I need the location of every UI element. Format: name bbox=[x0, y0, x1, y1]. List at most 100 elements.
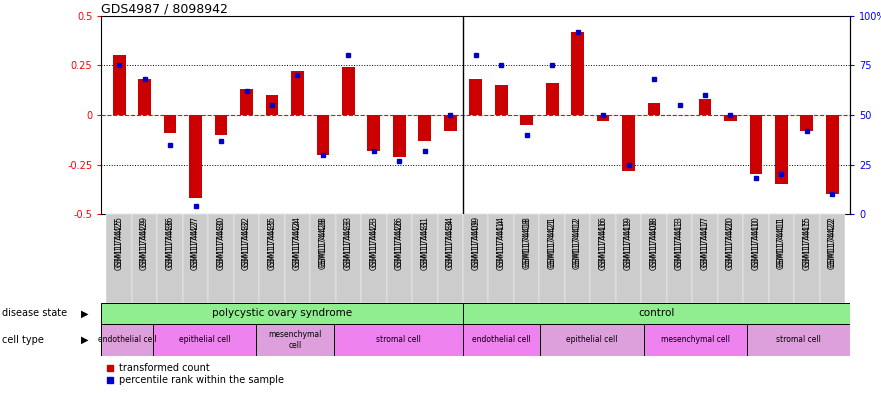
Text: GSM1174411: GSM1174411 bbox=[777, 216, 786, 267]
Text: stromal cell: stromal cell bbox=[776, 336, 821, 344]
Bar bbox=[444, 115, 456, 131]
Bar bbox=[744, 214, 768, 303]
Bar bbox=[291, 71, 304, 115]
Bar bbox=[334, 324, 463, 356]
Bar bbox=[565, 214, 590, 303]
Text: epithelial cell: epithelial cell bbox=[179, 336, 230, 344]
Text: GDS4987 / 8098942: GDS4987 / 8098942 bbox=[101, 3, 228, 16]
Text: GSM1174431: GSM1174431 bbox=[420, 219, 429, 270]
Bar bbox=[138, 79, 151, 115]
Text: GSM1174421: GSM1174421 bbox=[548, 216, 557, 267]
Text: GSM1174429: GSM1174429 bbox=[140, 219, 149, 270]
Text: GSM1174424: GSM1174424 bbox=[293, 216, 302, 267]
Bar bbox=[463, 214, 488, 303]
Bar bbox=[590, 214, 616, 303]
Bar bbox=[521, 115, 533, 125]
Bar bbox=[750, 115, 762, 174]
Bar bbox=[132, 214, 158, 303]
Bar bbox=[101, 303, 463, 324]
Bar bbox=[514, 214, 539, 303]
Bar bbox=[596, 115, 610, 121]
Text: GSM1174415: GSM1174415 bbox=[803, 219, 811, 270]
Bar bbox=[826, 115, 839, 194]
Bar bbox=[342, 67, 355, 115]
Text: GSM1174428: GSM1174428 bbox=[318, 216, 328, 267]
Text: GSM1174435: GSM1174435 bbox=[268, 216, 277, 267]
Bar bbox=[540, 324, 644, 356]
Bar bbox=[616, 214, 641, 303]
Text: control: control bbox=[639, 309, 675, 318]
Bar bbox=[794, 214, 819, 303]
Bar bbox=[189, 115, 202, 198]
Bar bbox=[495, 85, 507, 115]
Text: GSM1174425: GSM1174425 bbox=[115, 216, 123, 267]
Bar bbox=[393, 115, 405, 157]
Bar bbox=[387, 214, 412, 303]
Bar bbox=[256, 324, 334, 356]
Text: GSM1174416: GSM1174416 bbox=[598, 216, 608, 267]
Bar bbox=[310, 214, 336, 303]
Text: GSM1174435: GSM1174435 bbox=[268, 219, 277, 270]
Bar bbox=[775, 115, 788, 184]
Text: endothelial cell: endothelial cell bbox=[472, 336, 531, 344]
Text: GSM1174415: GSM1174415 bbox=[803, 216, 811, 267]
Text: GSM1174424: GSM1174424 bbox=[293, 219, 302, 270]
Bar bbox=[747, 324, 850, 356]
Bar bbox=[153, 324, 256, 356]
Bar bbox=[241, 89, 253, 115]
Bar bbox=[648, 103, 661, 115]
Text: GSM1174420: GSM1174420 bbox=[726, 216, 735, 267]
Bar bbox=[113, 55, 125, 115]
Text: GSM1174414: GSM1174414 bbox=[497, 219, 506, 270]
Bar bbox=[641, 214, 667, 303]
Text: GSM1174414: GSM1174414 bbox=[497, 216, 506, 267]
Bar bbox=[470, 79, 482, 115]
Bar bbox=[107, 214, 132, 303]
Text: GSM1174413: GSM1174413 bbox=[675, 216, 684, 267]
Text: GSM1174432: GSM1174432 bbox=[242, 219, 251, 270]
Bar bbox=[367, 115, 381, 151]
Bar bbox=[718, 214, 744, 303]
Bar bbox=[488, 214, 514, 303]
Bar bbox=[336, 214, 361, 303]
Bar bbox=[546, 83, 559, 115]
Bar bbox=[539, 214, 565, 303]
Text: GSM1174418: GSM1174418 bbox=[522, 216, 531, 267]
Text: GSM1174427: GSM1174427 bbox=[191, 219, 200, 270]
Text: GSM1174419: GSM1174419 bbox=[624, 216, 633, 267]
Text: GSM1174425: GSM1174425 bbox=[115, 219, 123, 270]
Text: GSM1174409: GSM1174409 bbox=[471, 216, 480, 267]
Bar bbox=[101, 324, 153, 356]
Text: GSM1174420: GSM1174420 bbox=[726, 219, 735, 270]
Bar bbox=[644, 324, 747, 356]
Text: mesenchymal
cell: mesenchymal cell bbox=[269, 330, 322, 350]
Bar bbox=[667, 214, 692, 303]
Text: GSM1174434: GSM1174434 bbox=[446, 216, 455, 267]
Bar bbox=[259, 214, 285, 303]
Bar bbox=[265, 95, 278, 115]
Text: GSM1174436: GSM1174436 bbox=[166, 216, 174, 267]
Text: GSM1174416: GSM1174416 bbox=[598, 219, 608, 270]
Bar bbox=[801, 115, 813, 131]
Bar bbox=[158, 214, 183, 303]
Text: GSM1174426: GSM1174426 bbox=[395, 216, 403, 267]
Bar bbox=[285, 214, 310, 303]
Text: GSM1174427: GSM1174427 bbox=[191, 216, 200, 267]
Text: polycystic ovary syndrome: polycystic ovary syndrome bbox=[212, 309, 352, 318]
Bar bbox=[571, 31, 584, 115]
Bar bbox=[418, 115, 431, 141]
Text: stromal cell: stromal cell bbox=[376, 336, 421, 344]
Bar bbox=[208, 214, 233, 303]
Bar bbox=[316, 115, 329, 154]
Text: GSM1174410: GSM1174410 bbox=[751, 219, 760, 270]
Text: GSM1174413: GSM1174413 bbox=[675, 219, 684, 270]
Text: GSM1174434: GSM1174434 bbox=[446, 219, 455, 270]
Text: cell type: cell type bbox=[2, 335, 44, 345]
Text: GSM1174417: GSM1174417 bbox=[700, 219, 709, 270]
Text: GSM1174417: GSM1174417 bbox=[700, 216, 709, 267]
Bar bbox=[724, 115, 737, 121]
Text: GSM1174428: GSM1174428 bbox=[318, 219, 328, 270]
Text: ▶: ▶ bbox=[81, 309, 89, 318]
Text: mesenchymal cell: mesenchymal cell bbox=[661, 336, 729, 344]
Bar bbox=[361, 214, 387, 303]
